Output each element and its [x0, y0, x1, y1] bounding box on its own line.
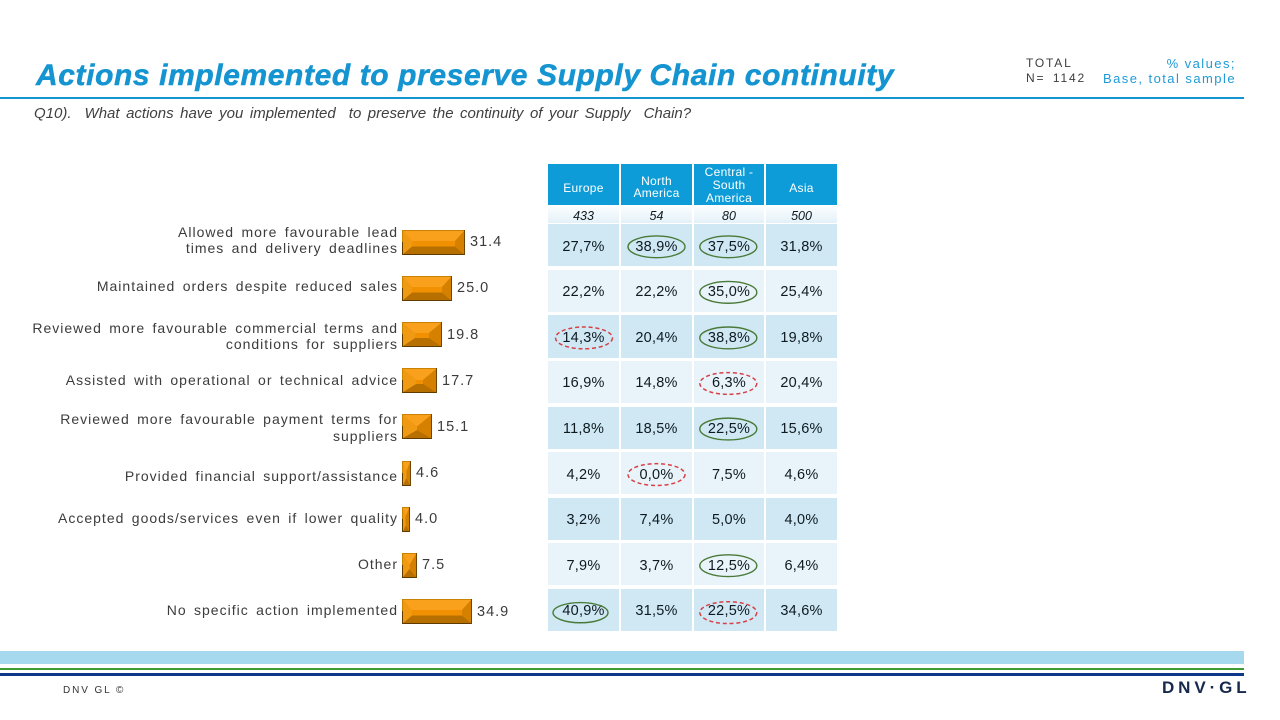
svg-text:DNV·GL: DNV·GL: [1162, 678, 1251, 697]
